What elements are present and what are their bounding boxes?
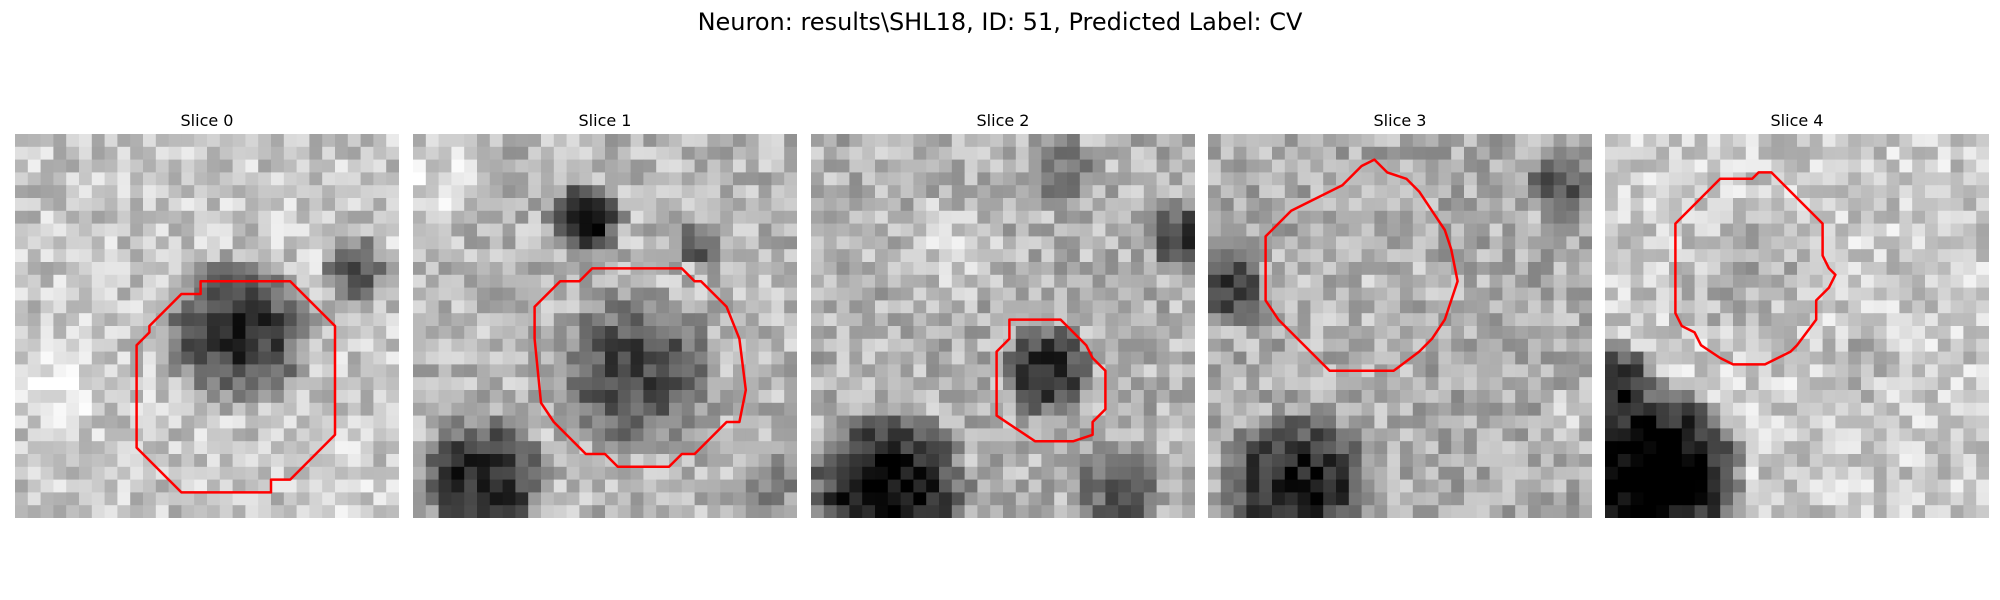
slice-panel-4: Slice 4 [1605, 108, 1989, 518]
slice-image-svg-2 [811, 134, 1195, 518]
slice-title-4: Slice 4 [1770, 111, 1824, 130]
pixel-grid [1605, 134, 1989, 518]
slice-panel-2: Slice 2 [811, 108, 1195, 518]
slice-image-3 [1208, 134, 1592, 518]
neuron-contour-3 [1264, 158, 1459, 373]
neuron-contour-4 [1674, 171, 1837, 366]
pixel-grid [1208, 134, 1592, 518]
slice-title-1: Slice 1 [578, 111, 632, 130]
slice-image-0 [15, 134, 399, 518]
slice-image-2 [811, 134, 1195, 518]
slice-image-svg-3 [1208, 134, 1592, 518]
neuron-contour-0 [135, 279, 337, 494]
slice-title-2: Slice 2 [976, 111, 1030, 130]
slice-title-0: Slice 0 [180, 111, 234, 130]
slice-panel-3: Slice 3 [1208, 108, 1592, 518]
slice-image-svg-4 [1605, 134, 1989, 518]
slice-image-4 [1605, 134, 1989, 518]
neuron-contour-1 [533, 267, 748, 469]
pixel-grid [15, 134, 399, 518]
slice-title-3: Slice 3 [1373, 111, 1427, 130]
slice-image-svg-1 [413, 134, 797, 518]
pixel-grid [811, 134, 1195, 518]
slice-panel-1: Slice 1 [413, 108, 797, 518]
slice-image-1 [413, 134, 797, 518]
neuron-contour-2 [995, 318, 1107, 443]
pixel-grid [413, 134, 797, 518]
figure-title: Neuron: results\SHL18, ID: 51, Predicted… [697, 8, 1303, 36]
slice-panel-0: Slice 0 [15, 108, 399, 518]
slice-image-svg-0 [15, 134, 399, 518]
